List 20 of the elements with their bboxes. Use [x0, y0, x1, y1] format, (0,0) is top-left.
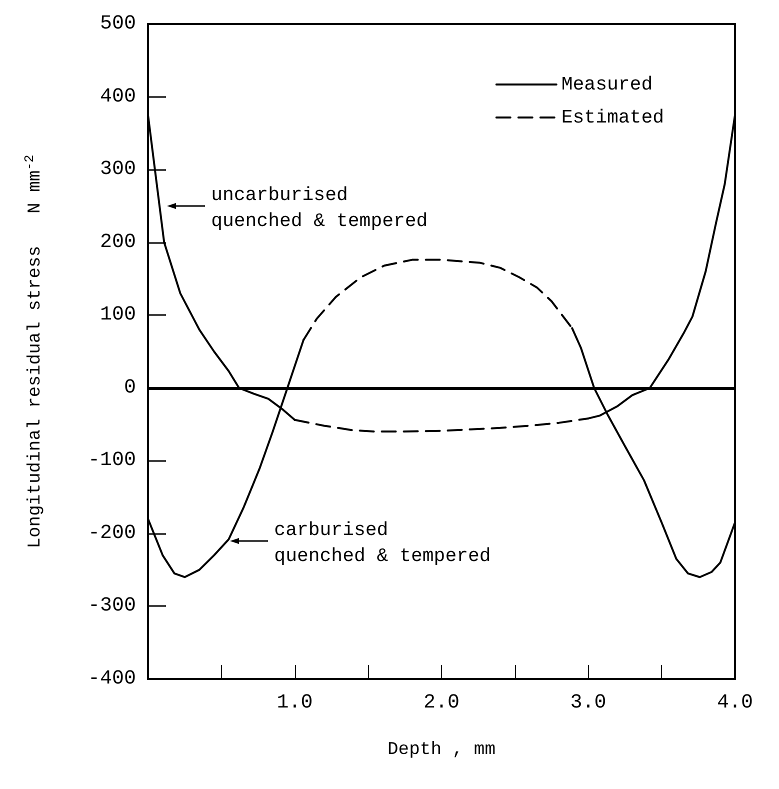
- annotation: carburised quenched & tempered: [274, 518, 491, 569]
- annotation: uncarburised quenched & tempered: [211, 182, 428, 234]
- y-tick-label: 300: [100, 158, 136, 182]
- y-tick-label: -400: [88, 668, 136, 690]
- y-tick-label: 200: [100, 230, 136, 254]
- y-tick-label: 400: [100, 85, 136, 108]
- y-tick-label: -100: [88, 449, 136, 472]
- x-tick-label: 1.0: [276, 692, 313, 714]
- legend-label: Measured: [561, 74, 653, 96]
- y-tick-label: -300: [88, 594, 136, 618]
- y-tick-label: 100: [100, 304, 136, 327]
- y-tick-label: -200: [88, 522, 136, 545]
- x-tick-label: 2.0: [423, 692, 460, 714]
- x-tick-label: 4.0: [716, 692, 754, 714]
- y-tick-label: 500: [100, 12, 136, 36]
- x-axis-title: Depth , mm: [387, 740, 496, 760]
- y-axis-title: Longitudinal residual stress N mm-2: [22, 154, 46, 548]
- legend-label: Estimated: [561, 106, 664, 128]
- x-tick-label: 3.0: [570, 692, 606, 714]
- y-tick-label: 0: [124, 376, 136, 400]
